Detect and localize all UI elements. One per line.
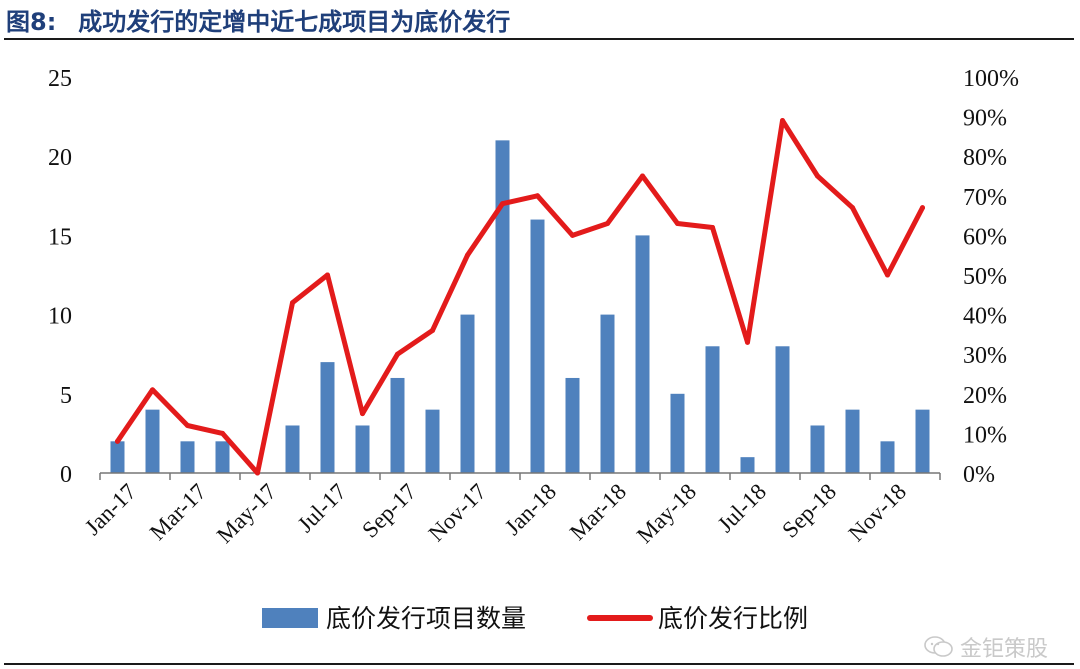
x-tick-label: Jul-18	[713, 479, 771, 537]
x-tick-label: May-17	[212, 479, 281, 548]
watermark: 金钜策股	[924, 631, 1048, 663]
bar-Jul-17	[320, 362, 335, 473]
line-point-Aug-17	[360, 411, 365, 417]
line-point-May-18	[675, 221, 680, 227]
line-point-Oct-18	[850, 205, 855, 211]
line-point-Mar-18	[605, 221, 610, 227]
x-tick-label: Sep-18	[777, 479, 841, 543]
line-point-Jul-18	[745, 339, 750, 345]
bar-Dec-17	[495, 140, 510, 474]
y-right-tick-label: 70%	[963, 185, 1007, 211]
line-point-Sep-17	[395, 351, 400, 357]
line-point-Nov-18	[885, 272, 890, 278]
x-tick-label: Mar-17	[145, 479, 211, 545]
line-point-Apr-17	[220, 430, 225, 436]
bar-Aug-17	[355, 425, 370, 473]
bar-Dec-18	[915, 409, 930, 473]
bar-Jan-17	[110, 441, 125, 473]
x-tick-label: Jan-17	[80, 479, 141, 540]
bar-Sep-18	[810, 425, 825, 473]
wechat-icon	[924, 636, 953, 657]
bar-Mar-18	[600, 314, 615, 473]
x-tick-label: Nov-17	[424, 479, 491, 546]
line-series-ratio	[115, 118, 925, 476]
y-left-tick-label: 5	[60, 383, 72, 409]
bar-Apr-18	[635, 235, 650, 473]
line-point-Jun-17	[290, 300, 295, 306]
bar-Mar-17	[180, 441, 195, 473]
line-point-Dec-18	[920, 205, 925, 211]
y-right-tick-label: 20%	[963, 383, 1007, 409]
line-point-Oct-17	[430, 327, 435, 333]
bar-Feb-17	[145, 409, 160, 473]
footer-rule	[4, 663, 1074, 665]
figure-title-text: 成功发行的定增中近七成项目为底价发行	[78, 8, 511, 36]
bar-Sep-17	[390, 377, 405, 473]
line-point-Dec-17	[500, 201, 505, 207]
x-tick-label: Jan-18	[500, 479, 561, 540]
bar-Jun-18	[705, 346, 720, 473]
watermark-text: 金钜策股	[959, 637, 1048, 662]
legend-line-label: 底价发行比例	[658, 604, 808, 633]
x-tick-label: Mar-18	[565, 479, 631, 545]
bar-Oct-17	[425, 409, 440, 473]
legend-bar-swatch	[262, 608, 318, 628]
y-left-tick-label: 0	[60, 462, 72, 488]
y-right-tick-label: 0%	[963, 462, 995, 488]
x-tick-label: May-18	[632, 479, 701, 548]
y-right-tick-label: 80%	[963, 145, 1007, 171]
y-left-tick-label: 10	[48, 304, 72, 330]
header-rule	[4, 38, 1074, 40]
line-point-Mar-17	[185, 422, 190, 428]
line-point-Nov-17	[465, 252, 470, 258]
y-right-tick-label: 90%	[963, 106, 1007, 132]
y-right-tick-label: 60%	[963, 224, 1007, 250]
line-point-Apr-18	[640, 173, 645, 179]
x-tick-label: Jul-17	[293, 479, 351, 537]
bar-Apr-17	[215, 441, 230, 473]
figure-number: 图8:	[6, 8, 57, 36]
x-tick-label: Sep-17	[357, 479, 421, 543]
y-right-tick-label: 50%	[963, 264, 1007, 290]
figure-header: 图8: 成功发行的定增中近七成项目为底价发行	[0, 0, 1080, 44]
bar-Aug-18	[775, 346, 790, 473]
x-tick-label: Nov-18	[844, 479, 911, 546]
y-right-tick-label: 10%	[963, 422, 1007, 448]
line-point-Jan-18	[535, 193, 540, 199]
line-point-Jul-17	[325, 272, 330, 278]
line-point-Feb-17	[150, 387, 155, 393]
y-right-tick-label: 100%	[963, 66, 1019, 92]
y-left-tick-label: 25	[48, 66, 72, 92]
y-right-tick-label: 30%	[963, 343, 1007, 369]
bar-Oct-18	[845, 409, 860, 473]
line-point-Jun-18	[710, 224, 715, 230]
line-point-Aug-18	[780, 118, 785, 124]
figure-title: 图8: 成功发行的定增中近七成项目为底价发行	[6, 2, 510, 37]
y-left-tick-label: 20	[48, 145, 72, 171]
bar-Jun-17	[285, 425, 300, 473]
line-point-Feb-18	[570, 232, 575, 238]
bar-Jul-18	[740, 457, 755, 473]
bar-Nov-17	[460, 314, 475, 473]
y-left-tick-label: 15	[48, 224, 72, 250]
bar-Jan-18	[530, 219, 545, 473]
y-right-tick-label: 40%	[963, 304, 1007, 330]
legend-bar-label: 底价发行项目数量	[326, 604, 526, 633]
bar-Nov-18	[880, 441, 895, 473]
line-point-Jan-17	[115, 438, 120, 444]
bar-Feb-18	[565, 377, 580, 473]
line-point-Sep-18	[815, 173, 820, 179]
bar-May-18	[670, 393, 685, 473]
line-point-May-17	[255, 470, 260, 476]
